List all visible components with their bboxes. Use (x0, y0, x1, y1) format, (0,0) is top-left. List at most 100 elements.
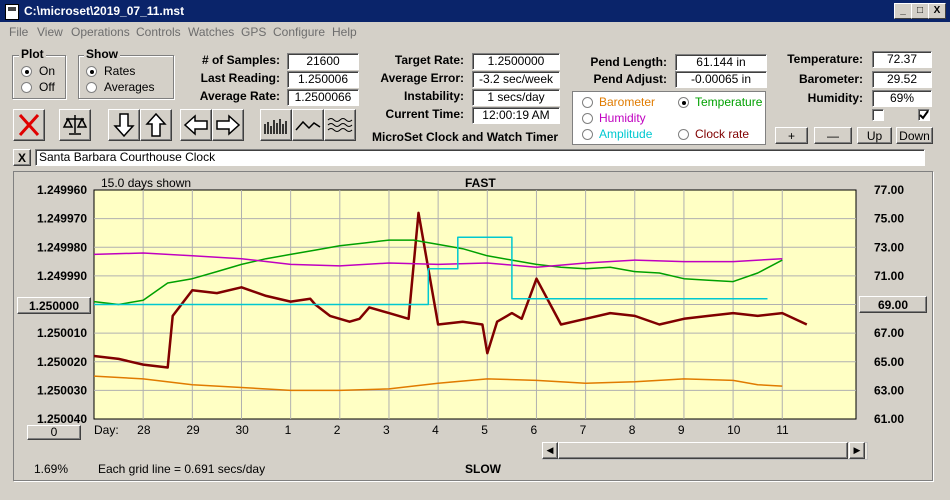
x-tick-label: 10 (727, 423, 741, 437)
target-rate-label: Target Rate: (394, 53, 464, 67)
x-tick-label: 28 (137, 423, 151, 437)
arrow-down-button[interactable] (108, 109, 140, 141)
average-rate-label: Average Rate: (199, 89, 280, 103)
clock-close-button[interactable]: X (13, 149, 31, 166)
left-axis-selected-button[interactable]: 1.250000 (17, 297, 91, 314)
menu-view[interactable]: View (37, 25, 63, 39)
left-bottom-button[interactable]: 0 (27, 425, 81, 440)
y-left-tick-label: 1.249990 (37, 269, 87, 283)
scale-minus-button[interactable]: — (814, 127, 852, 144)
menu-watches[interactable]: Watches (188, 25, 235, 39)
menu-file[interactable]: File (9, 25, 29, 39)
wave-view-button[interactable] (324, 109, 356, 141)
arrow-left-icon (183, 114, 208, 136)
x-tick-label: 3 (383, 423, 390, 437)
y-right-tick-label: 61.00 (874, 412, 904, 426)
menu-operations[interactable]: Operations (71, 25, 130, 39)
stop-x-icon (18, 113, 40, 137)
y-left-tick-label: 1.250040 (37, 412, 87, 426)
checkbox-left[interactable] (872, 109, 884, 121)
overlay-humidity-label: Humidity (599, 111, 646, 125)
balance-button[interactable] (59, 109, 91, 141)
pend-adjust-value: -0.00065 in (675, 71, 767, 88)
last-reading-label: Last Reading: (200, 71, 280, 85)
menu-gps[interactable]: GPS (241, 25, 267, 39)
series-temperature (93, 239, 783, 306)
target-rate-value[interactable]: 1.2500000 (472, 53, 560, 70)
pend-length-value[interactable]: 61.144 in (675, 54, 767, 71)
bars-view-button[interactable] (260, 109, 292, 141)
overlay-amplitude-label: Amplitude (599, 127, 653, 141)
plot-on-label: On (39, 64, 56, 78)
y-right-tick-label: 73.00 (874, 240, 904, 254)
show-rates-radio[interactable] (86, 66, 97, 77)
day-axis-label: Day: (94, 423, 119, 437)
overlay-clock-rate-radio[interactable] (678, 129, 689, 140)
y-left-tick-label: 1.250030 (37, 383, 87, 397)
x-tick-label: 4 (432, 423, 439, 437)
last-reading-value: 1.250006 (287, 71, 359, 88)
y-right-tick-label: 75.00 (874, 212, 904, 226)
overlay-barometer-label: Barometer (599, 95, 656, 109)
overlay-amplitude-radio[interactable] (582, 129, 593, 140)
balance-scale-icon (62, 115, 88, 135)
close-button[interactable]: X (928, 3, 946, 19)
y-right-tick-label: 67.00 (874, 326, 904, 340)
slow-label: SLOW (465, 462, 501, 476)
x-tick-label: 1 (285, 423, 292, 437)
scroll-thumb[interactable] (558, 442, 848, 459)
pend-length-label: Pend Length: (590, 55, 667, 69)
x-tick-label: 7 (580, 423, 587, 437)
right-axis-selected-button[interactable]: 69.00 (859, 296, 927, 313)
plot-off-label: Off (39, 80, 55, 94)
bar-graph-icon (264, 119, 287, 134)
show-rates-label: Rates (104, 64, 136, 78)
menu-help[interactable]: Help (332, 25, 357, 39)
arrow-down-icon (113, 113, 135, 138)
plot-group-label: Plot (19, 47, 46, 61)
y-left-tick-label: 1.250020 (37, 355, 87, 369)
y-left-tick-label: 1.249970 (37, 212, 87, 226)
overlay-humidity-radio[interactable] (582, 113, 593, 124)
line-view-button[interactable] (292, 109, 324, 141)
checkbox-right[interactable] (918, 109, 930, 121)
menu-configure[interactable]: Configure (273, 25, 326, 39)
y-left-tick-label: 1.249960 (37, 183, 87, 197)
show-averages-radio[interactable] (86, 82, 97, 93)
menu-controls[interactable]: Controls (136, 25, 181, 39)
series-humidity (93, 252, 783, 269)
arrow-up-icon (145, 112, 167, 137)
app-caption: MicroSet Clock and Watch Timer (372, 130, 559, 144)
y-left-tick-label: 1.250010 (37, 326, 87, 340)
arrow-right-button[interactable] (212, 109, 244, 141)
y-right-tick-label: 63.00 (874, 383, 904, 397)
plot-off-radio[interactable] (21, 82, 32, 93)
current-time-label: Current Time: (385, 107, 464, 121)
arrow-left-button[interactable] (180, 109, 212, 141)
scale-down-button[interactable]: Down (896, 127, 933, 144)
scroll-right-button[interactable]: ▶ (849, 442, 865, 459)
series-barometer (93, 375, 783, 392)
scale-plus-button[interactable]: + (775, 127, 808, 144)
x-tick-label: 6 (530, 423, 537, 437)
days-shown-label: 15.0 days shown (101, 176, 192, 190)
instability-value: 1 secs/day (472, 89, 560, 106)
show-averages-label: Averages (104, 80, 155, 94)
current-time-value: 12:00:19 AM (472, 107, 560, 124)
overlay-select-box (572, 91, 766, 145)
clock-name-field[interactable]: Santa Barbara Courthouse Clock (35, 149, 925, 166)
scroll-left-button[interactable]: ◀ (542, 442, 558, 459)
x-tick-label: 11 (776, 423, 789, 437)
app-icon (5, 4, 19, 20)
maximize-button[interactable]: □ (911, 3, 929, 19)
overlay-barometer-radio[interactable] (582, 97, 593, 108)
plot-on-radio[interactable] (21, 66, 32, 77)
scale-up-button[interactable]: Up (857, 127, 892, 144)
overlay-temperature-radio[interactable] (678, 97, 689, 108)
arrow-up-button[interactable] (140, 109, 172, 141)
show-group (78, 55, 174, 99)
stop-button[interactable] (13, 109, 45, 141)
x-tick-label: 2 (334, 423, 341, 437)
humidity-label: Humidity: (807, 91, 863, 105)
